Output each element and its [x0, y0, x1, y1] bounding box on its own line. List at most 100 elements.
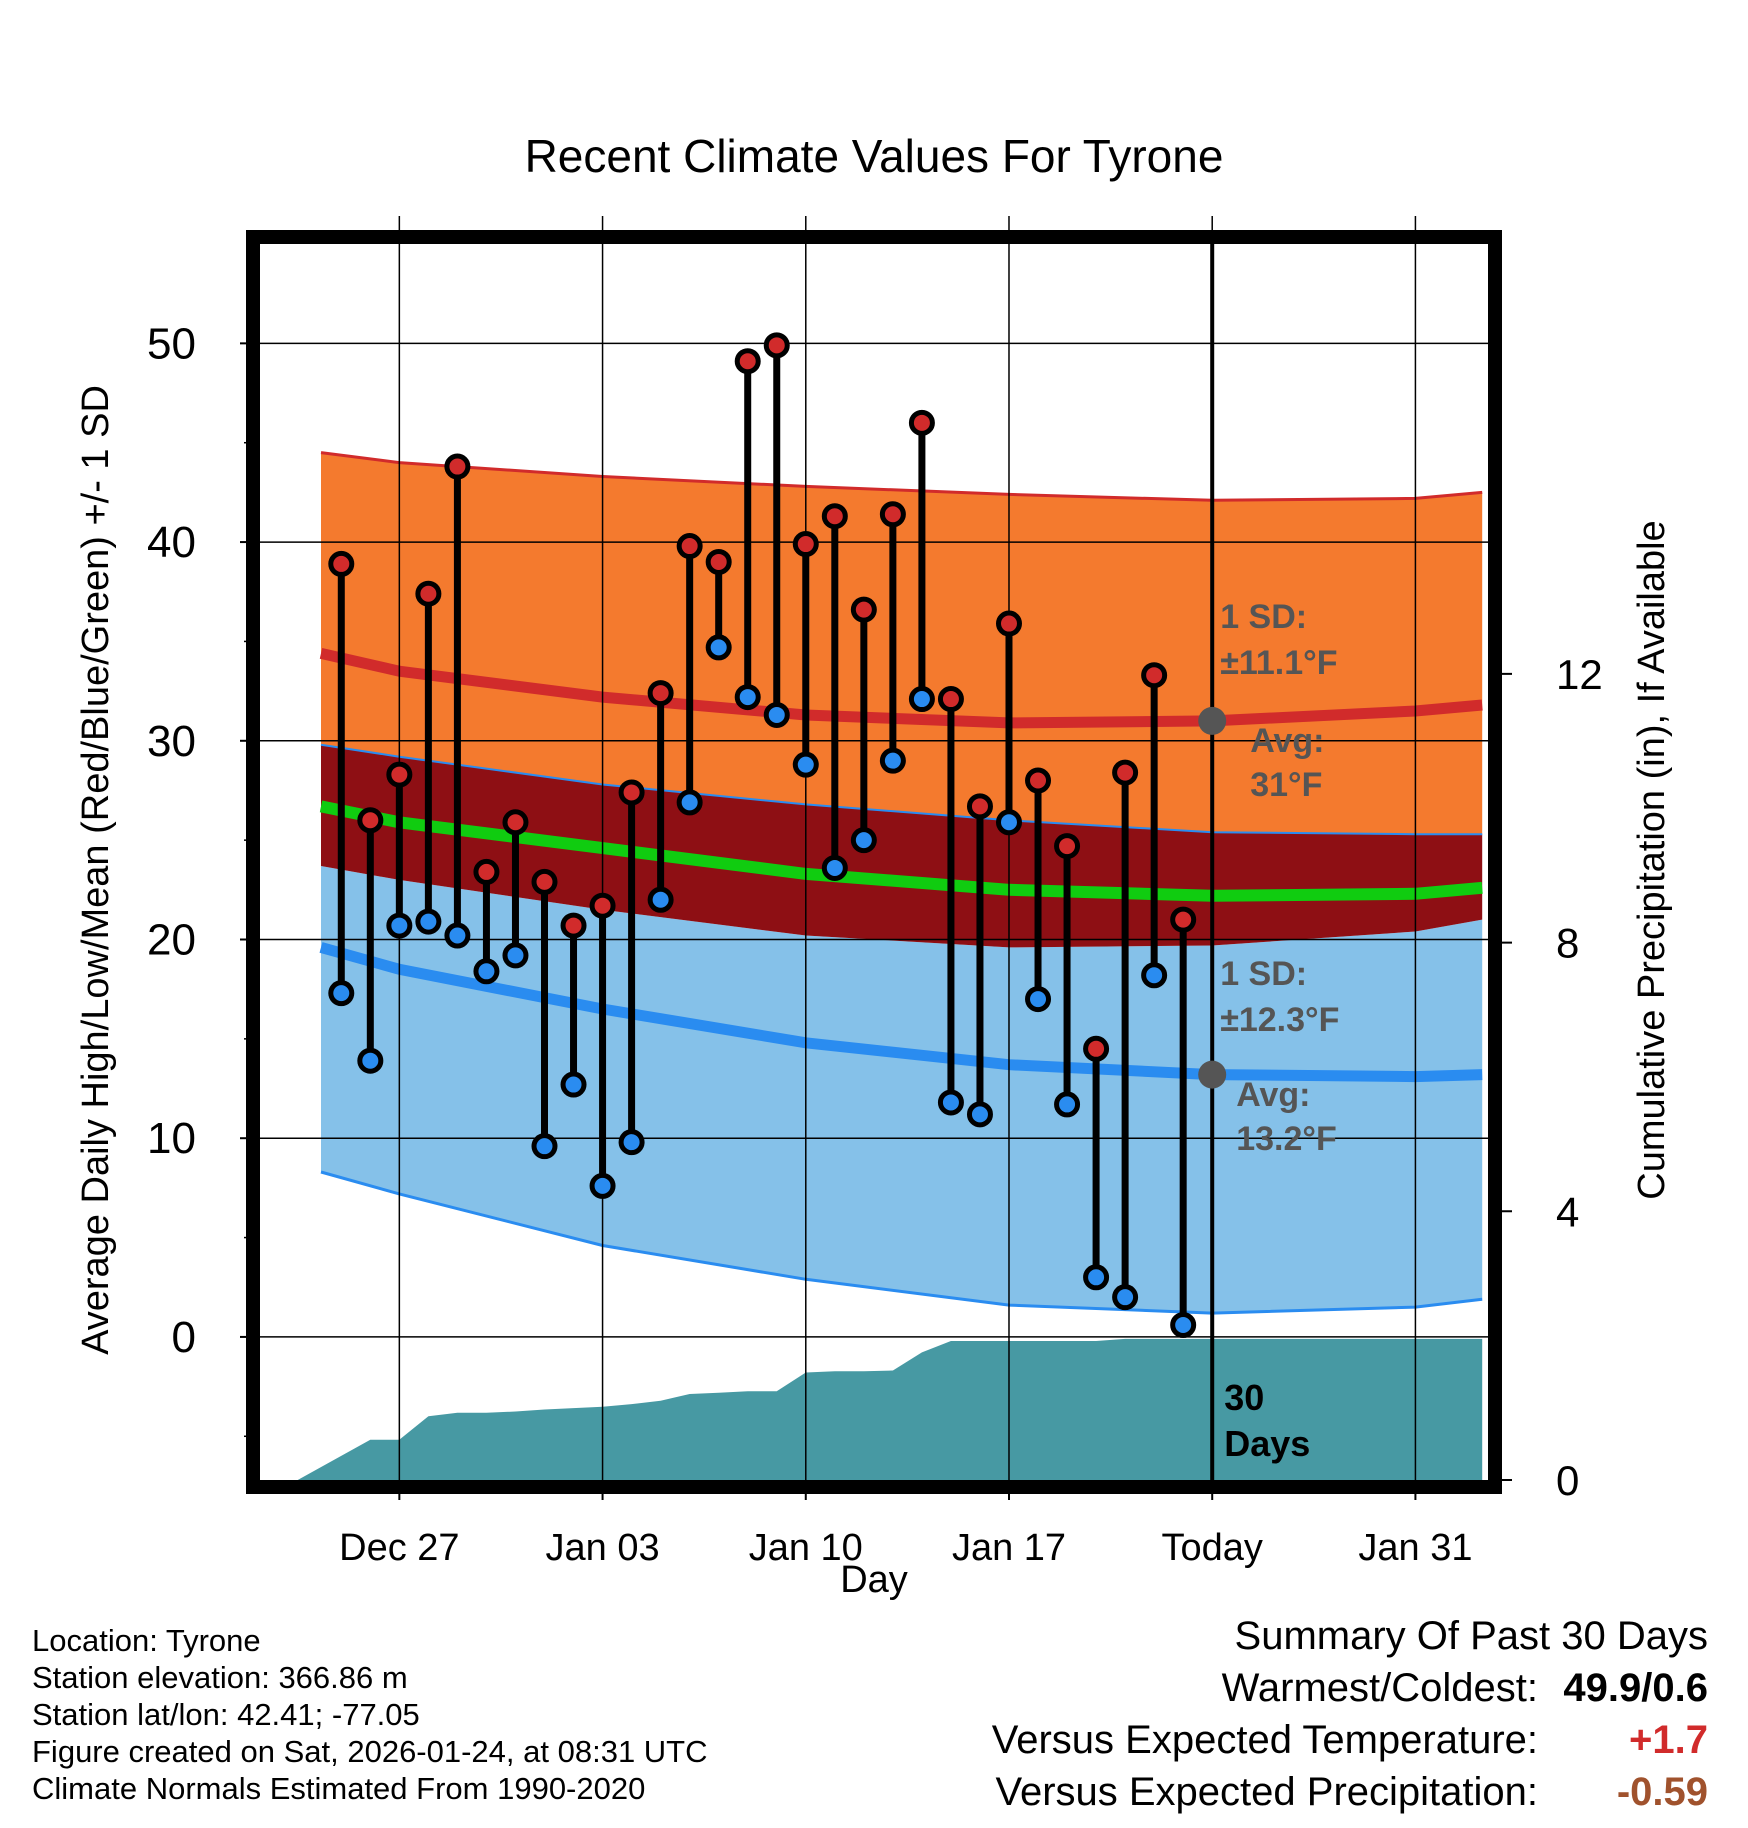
- daily-high-point: [705, 548, 732, 575]
- daily-low-point: [618, 1129, 645, 1156]
- daily-low-point: [908, 686, 935, 713]
- daily-high-point: [821, 503, 848, 530]
- daily-high-point: [415, 580, 442, 607]
- daily-low-point: [328, 980, 355, 1007]
- max-lower-edge: [320, 743, 1483, 836]
- daily-low-point: [1054, 1091, 1081, 1118]
- daily-high-point: [995, 610, 1022, 637]
- warmest-coldest-value: 49.9/0.6: [1563, 1666, 1708, 1710]
- daily-low-point: [1025, 986, 1052, 1013]
- daily-high-point: [1054, 833, 1081, 860]
- daily-high-point: [531, 868, 558, 895]
- normal-low-avg-dot: [1198, 1060, 1227, 1089]
- station-info: Location: Tyrone Station elevation: 366.…: [32, 1622, 708, 1807]
- daily-high-point: [560, 912, 587, 939]
- y-tick-label: 20: [147, 915, 196, 964]
- daily-low-point: [1083, 1264, 1110, 1291]
- temp-label: Versus Expected Temperature:: [991, 1718, 1538, 1762]
- daily-low-point: [995, 809, 1022, 836]
- daily-high-point: [444, 453, 471, 480]
- min-sd-value: ±12.3°F: [1220, 1001, 1339, 1039]
- max-sd-band: [321, 452, 1483, 835]
- x-tick-label: Jan 10: [749, 1527, 863, 1569]
- daily-low-point: [850, 827, 877, 854]
- daily-low-point: [879, 747, 906, 774]
- daily-low-point: [502, 942, 529, 969]
- x-tick-label: Jan 03: [546, 1527, 660, 1569]
- y2-axis-label: Cumulative Precipitation (in), If Availa…: [1631, 520, 1673, 1199]
- daily-high-point: [879, 501, 906, 528]
- x-axis-label: Day: [840, 1559, 908, 1600]
- summary-precip: Versus Expected Precipitation: -0.59: [992, 1766, 1708, 1818]
- daily-low-point: [386, 912, 413, 939]
- summary-warmest-coldest: Warmest/Coldest: 49.9/0.6: [992, 1662, 1708, 1714]
- y2-tick-label: 12: [1556, 651, 1603, 698]
- daily-high-point: [676, 533, 703, 560]
- daily-low-point: [560, 1071, 587, 1098]
- normal-low-line: [319, 942, 1483, 1083]
- y2-tick-label: 0: [1556, 1457, 1579, 1504]
- daily-high-point: [763, 332, 790, 359]
- daily-low-point: [589, 1172, 616, 1199]
- min-avg-label: Avg:: [1236, 1076, 1310, 1114]
- daily-high-point: [908, 409, 935, 436]
- daily-low-point: [676, 789, 703, 816]
- latlon-text: Station lat/lon: 42.41; -77.05: [32, 1697, 420, 1732]
- created-text: Figure created on Sat, 2026-01-24, at 08…: [32, 1734, 708, 1769]
- daily-high-point: [1170, 906, 1197, 933]
- daily-low-point: [1141, 962, 1168, 989]
- min-lower-edge: [320, 1170, 1483, 1315]
- max-upper-edge: [320, 451, 1483, 502]
- daily-high-point: [966, 793, 993, 820]
- x-tick-label: Dec 27: [339, 1527, 459, 1569]
- summary-panel: Summary Of Past 30 Days Warmest/Coldest:…: [992, 1610, 1708, 1818]
- y-tick-label: 50: [147, 319, 196, 368]
- y-tick-label: 10: [147, 1114, 196, 1163]
- max-avg-label: Avg:: [1250, 722, 1324, 760]
- daily-high-point: [473, 858, 500, 885]
- daily-high-point: [357, 807, 384, 834]
- daily-high-point: [1141, 662, 1168, 689]
- days-text-label: Days: [1224, 1423, 1310, 1464]
- daily-high-point: [328, 550, 355, 577]
- daily-high-point: [937, 686, 964, 713]
- daily-high-point: [1083, 1035, 1110, 1062]
- x-tick-label: Jan 17: [952, 1527, 1066, 1569]
- max-sd-label: 1 SD:: [1220, 598, 1307, 636]
- daily-high-point: [647, 680, 674, 707]
- daily-high-point: [792, 531, 819, 558]
- x-tick-label: Jan 31: [1358, 1527, 1472, 1569]
- precip-area: [297, 1338, 1483, 1480]
- daily-high-point: [734, 348, 761, 375]
- daily-high-point: [1112, 759, 1139, 786]
- daily-low-point: [763, 701, 790, 728]
- plot-frame: [246, 230, 1502, 1494]
- daily-low-point: [937, 1089, 964, 1116]
- x-tick-label: Today: [1162, 1527, 1263, 1569]
- daily-low-point: [357, 1047, 384, 1074]
- normal-high-line: [319, 648, 1483, 729]
- y2-tick-label: 8: [1556, 920, 1579, 967]
- daily-low-point: [415, 908, 442, 935]
- summary-temp: Versus Expected Temperature: +1.7: [992, 1714, 1708, 1766]
- daily-low-point: [647, 886, 674, 913]
- precip-value: -0.59: [1616, 1770, 1708, 1814]
- location-text: Location: Tyrone: [32, 1623, 261, 1658]
- daily-high-point: [502, 809, 529, 836]
- chart-title: Recent Climate Values For Tyrone: [525, 130, 1224, 182]
- normal-mean-line: [319, 800, 1483, 902]
- daily-low-point: [1112, 1284, 1139, 1311]
- min-sd-band: [321, 866, 1483, 1314]
- precip-label: Versus Expected Precipitation:: [995, 1770, 1538, 1814]
- daily-high-point: [386, 761, 413, 788]
- y-axis-label: Average Daily High/Low/Mean (Red/Blue/Gr…: [75, 385, 117, 1355]
- max-sd-value: ±11.1°F: [1220, 644, 1337, 682]
- daily-low-point: [821, 854, 848, 881]
- climate-chart: Recent Climate Values For Tyrone 1 SD: ±1…: [75, 130, 1673, 1600]
- normal-high-avg-dot: [1198, 706, 1227, 735]
- daily-low-point: [444, 922, 471, 949]
- daily-low-point: [705, 634, 732, 661]
- daily-low-point: [473, 958, 500, 985]
- daily-high-point: [589, 892, 616, 919]
- y-tick-label: 40: [147, 518, 196, 567]
